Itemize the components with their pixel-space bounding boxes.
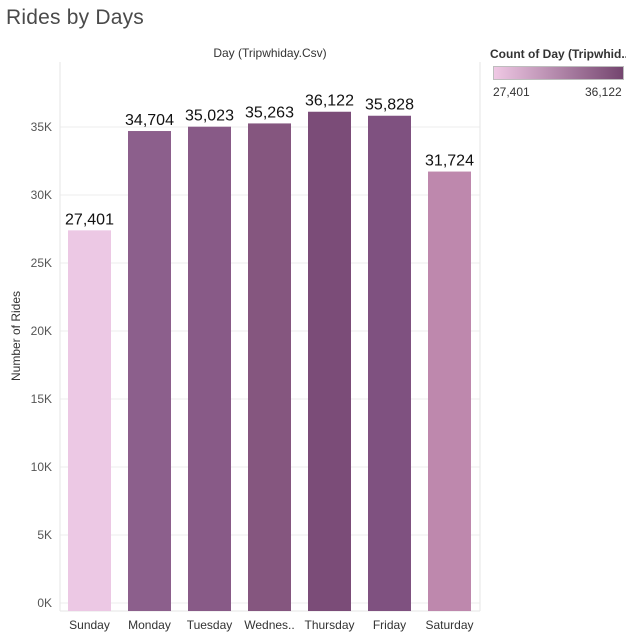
bar-value-label: 34,704 [125, 112, 174, 129]
y-tick-label: 5K [37, 528, 52, 542]
bar-5[interactable] [308, 111, 351, 612]
x-axis-categories: Sunday Monday Tuesday Wednes.. Thursday Frida… [69, 618, 473, 632]
chart-title: Rides by Days [6, 6, 144, 29]
y-tick-label: 30K [31, 188, 52, 202]
bar-value-label: 35,023 [185, 108, 234, 125]
data-labels: 27,401 34,704 35,023 35,263 36,122 35,828 31,7… [65, 93, 474, 229]
bars [68, 111, 471, 612]
bar-value-label: 36,122 [305, 93, 354, 110]
legend-min-label: 27,401 [493, 85, 530, 99]
legend-title: Count of Day (Tripwhid.. [490, 47, 626, 61]
y-tick-label: 10K [31, 460, 52, 474]
x-category-label: Friday [373, 618, 406, 632]
bar-value-label: 35,828 [365, 97, 414, 114]
bar-3[interactable] [188, 126, 231, 612]
y-tick-label: 15K [31, 392, 52, 406]
bar-value-label: 31,724 [425, 153, 474, 170]
bar-2[interactable] [128, 131, 171, 611]
y-axis-ticks: 0K 5K 10K 15K 20K 25K 30K 35K [31, 120, 52, 610]
bar-1[interactable] [68, 230, 111, 611]
x-category-label: Sunday [69, 618, 110, 632]
y-tick-label: 0K [37, 596, 52, 610]
x-category-label: Thursday [304, 618, 354, 632]
x-axis-header: Day (Tripwhiday.Csv) [213, 46, 326, 60]
bar-7[interactable] [428, 171, 471, 612]
legend-color-ramp [493, 66, 624, 80]
y-tick-label: 20K [31, 324, 52, 338]
legend-max-label: 36,122 [585, 85, 622, 99]
bar-value-label: 27,401 [65, 211, 114, 228]
y-tick-label: 25K [31, 256, 52, 270]
x-category-label: Wednes.. [244, 618, 294, 632]
x-category-label: Monday [128, 618, 171, 632]
y-tick-label: 35K [31, 120, 52, 134]
bar-6[interactable] [368, 115, 411, 611]
bar-value-label: 35,263 [245, 104, 294, 121]
y-axis-title: Number of Rides [9, 291, 23, 381]
x-category-label: Saturday [425, 618, 473, 632]
bar-4[interactable] [248, 123, 291, 611]
x-category-label: Tuesday [187, 618, 233, 632]
